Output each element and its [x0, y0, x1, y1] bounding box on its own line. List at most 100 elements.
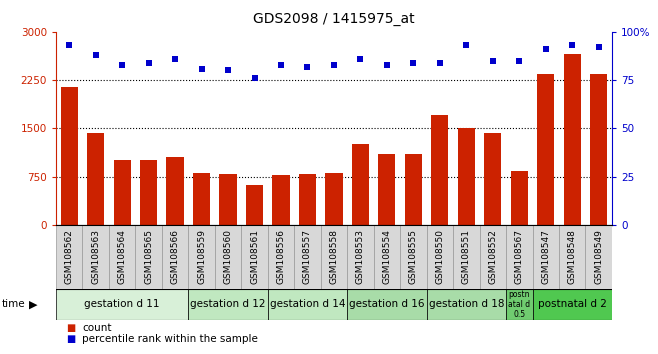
- Text: GSM108551: GSM108551: [462, 229, 471, 284]
- FancyBboxPatch shape: [506, 225, 532, 289]
- Bar: [458, 128, 475, 225]
- Bar: [378, 154, 395, 225]
- FancyBboxPatch shape: [400, 225, 426, 289]
- Text: GSM108552: GSM108552: [488, 229, 497, 284]
- Point: [355, 56, 366, 62]
- FancyBboxPatch shape: [480, 225, 506, 289]
- FancyBboxPatch shape: [294, 225, 320, 289]
- Text: GSM108558: GSM108558: [330, 229, 338, 284]
- Bar: [564, 55, 581, 225]
- Text: ■: ■: [66, 323, 75, 333]
- Text: GSM108554: GSM108554: [382, 229, 392, 284]
- Point: [223, 68, 234, 73]
- FancyBboxPatch shape: [506, 289, 532, 320]
- Text: GSM108561: GSM108561: [250, 229, 259, 284]
- Bar: [511, 171, 528, 225]
- Point: [382, 62, 392, 68]
- Point: [408, 60, 418, 65]
- Bar: [299, 174, 316, 225]
- Text: GSM108550: GSM108550: [436, 229, 444, 284]
- FancyBboxPatch shape: [426, 289, 506, 320]
- Bar: [537, 74, 554, 225]
- Bar: [405, 154, 422, 225]
- Text: ▶: ▶: [29, 299, 37, 309]
- Text: postn
atal d
0.5: postn atal d 0.5: [508, 290, 530, 319]
- Text: GSM108562: GSM108562: [64, 229, 74, 284]
- FancyBboxPatch shape: [320, 225, 347, 289]
- Bar: [87, 133, 104, 225]
- Bar: [219, 174, 237, 225]
- FancyBboxPatch shape: [347, 225, 374, 289]
- Point: [434, 60, 445, 65]
- Text: percentile rank within the sample: percentile rank within the sample: [82, 334, 258, 344]
- Text: GSM108564: GSM108564: [118, 229, 126, 284]
- Text: GSM108563: GSM108563: [91, 229, 100, 284]
- Bar: [166, 157, 184, 225]
- Text: postnatal d 2: postnatal d 2: [538, 299, 607, 309]
- FancyBboxPatch shape: [56, 289, 188, 320]
- Text: GSM108547: GSM108547: [542, 229, 550, 284]
- Bar: [140, 160, 157, 225]
- Text: GSM108555: GSM108555: [409, 229, 418, 284]
- FancyBboxPatch shape: [347, 289, 426, 320]
- FancyBboxPatch shape: [268, 225, 294, 289]
- Text: GSM108548: GSM108548: [568, 229, 576, 284]
- Point: [514, 58, 524, 64]
- FancyBboxPatch shape: [453, 225, 480, 289]
- Point: [567, 42, 578, 48]
- Bar: [590, 74, 607, 225]
- Text: GSM108567: GSM108567: [515, 229, 524, 284]
- FancyBboxPatch shape: [162, 225, 188, 289]
- Text: GSM108560: GSM108560: [224, 229, 232, 284]
- FancyBboxPatch shape: [268, 289, 347, 320]
- Bar: [193, 173, 210, 225]
- Text: gestation d 16: gestation d 16: [349, 299, 424, 309]
- Text: gestation d 14: gestation d 14: [270, 299, 345, 309]
- Point: [488, 58, 498, 64]
- FancyBboxPatch shape: [586, 225, 612, 289]
- Point: [276, 62, 286, 68]
- Bar: [325, 173, 343, 225]
- Bar: [246, 185, 263, 225]
- Point: [170, 56, 180, 62]
- Point: [461, 42, 472, 48]
- Text: gestation d 11: gestation d 11: [84, 299, 160, 309]
- Bar: [484, 133, 501, 225]
- Point: [249, 75, 260, 81]
- FancyBboxPatch shape: [374, 225, 400, 289]
- Text: count: count: [82, 323, 112, 333]
- Point: [196, 66, 207, 72]
- Text: GSM108565: GSM108565: [144, 229, 153, 284]
- Point: [64, 42, 74, 48]
- Text: gestation d 12: gestation d 12: [190, 299, 266, 309]
- FancyBboxPatch shape: [82, 225, 109, 289]
- Text: GSM108549: GSM108549: [594, 229, 603, 284]
- FancyBboxPatch shape: [109, 225, 136, 289]
- FancyBboxPatch shape: [559, 225, 586, 289]
- FancyBboxPatch shape: [188, 225, 215, 289]
- Point: [328, 62, 340, 68]
- Text: gestation d 18: gestation d 18: [428, 299, 504, 309]
- Text: GSM108553: GSM108553: [356, 229, 365, 284]
- Bar: [272, 175, 290, 225]
- Point: [90, 52, 101, 58]
- FancyBboxPatch shape: [188, 289, 268, 320]
- Text: GSM108559: GSM108559: [197, 229, 206, 284]
- Text: time: time: [1, 299, 25, 309]
- Text: GSM108566: GSM108566: [170, 229, 180, 284]
- Bar: [61, 86, 78, 225]
- Point: [302, 64, 313, 69]
- FancyBboxPatch shape: [241, 225, 268, 289]
- Point: [594, 45, 604, 50]
- Bar: [114, 160, 131, 225]
- Text: ■: ■: [66, 334, 75, 344]
- Point: [540, 46, 551, 52]
- Bar: [431, 115, 449, 225]
- Text: GDS2098 / 1415975_at: GDS2098 / 1415975_at: [253, 12, 415, 27]
- FancyBboxPatch shape: [532, 225, 559, 289]
- Text: GSM108556: GSM108556: [276, 229, 286, 284]
- Bar: [352, 144, 369, 225]
- FancyBboxPatch shape: [136, 225, 162, 289]
- FancyBboxPatch shape: [532, 289, 612, 320]
- FancyBboxPatch shape: [56, 225, 82, 289]
